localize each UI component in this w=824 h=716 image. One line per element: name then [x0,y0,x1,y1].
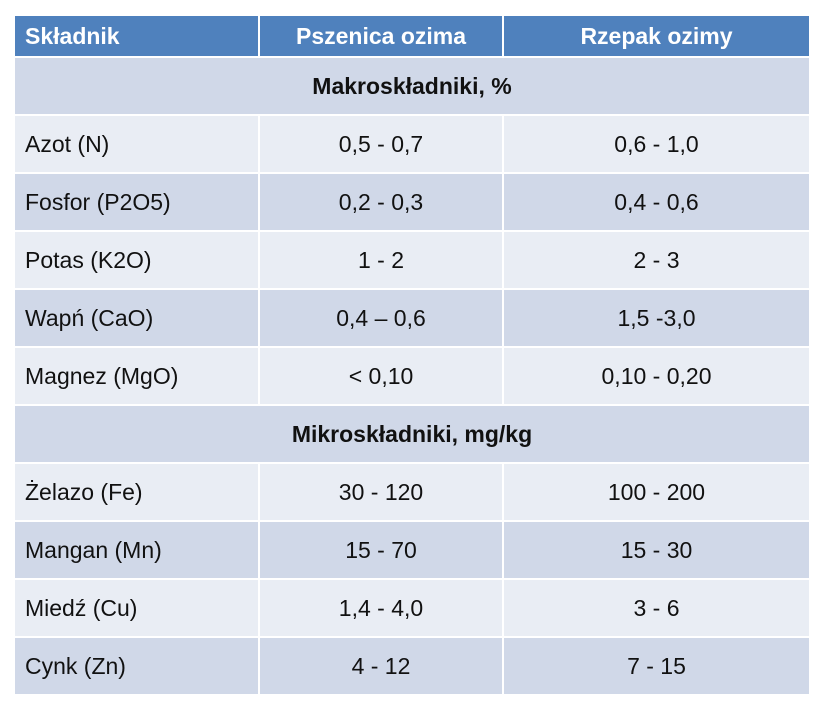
section-title: Makroskładniki, % [15,57,809,116]
nutrient-table-container: Składnik Pszenica ozima Rzepak ozimy Mak… [15,16,809,696]
table-row: Azot (N) 0,5 - 0,7 0,6 - 1,0 [15,115,809,174]
wheat-value: 1 - 2 [259,231,504,290]
rapeseed-value: 100 - 200 [503,463,809,522]
rapeseed-value: 0,10 - 0,20 [503,347,809,406]
rapeseed-value: 3 - 6 [503,579,809,638]
wheat-value: 0,5 - 0,7 [259,115,504,174]
ingredient-name: Fosfor (P2O5) [15,173,260,232]
table-header: Składnik Pszenica ozima Rzepak ozimy [15,16,809,58]
table-row: Żelazo (Fe) 30 - 120 100 - 200 [15,463,809,522]
ingredient-name: Azot (N) [15,115,260,174]
ingredient-name: Wapń (CaO) [15,289,260,348]
wheat-value: 1,4 - 4,0 [259,579,504,638]
table-row: Wapń (CaO) 0,4 – 0,6 1,5 -3,0 [15,289,809,348]
rapeseed-value: 2 - 3 [503,231,809,290]
ingredient-name: Miedź (Cu) [15,579,260,638]
ingredient-name: Potas (K2O) [15,231,260,290]
rapeseed-value: 0,4 - 0,6 [503,173,809,232]
rapeseed-value: 1,5 -3,0 [503,289,809,348]
table-row: Fosfor (P2O5) 0,2 - 0,3 0,4 - 0,6 [15,173,809,232]
header-row: Składnik Pszenica ozima Rzepak ozimy [15,16,809,58]
table-row: Miedź (Cu) 1,4 - 4,0 3 - 6 [15,579,809,638]
ingredient-name: Żelazo (Fe) [15,463,260,522]
ingredient-name: Mangan (Mn) [15,521,260,580]
wheat-value: 4 - 12 [259,637,504,696]
wheat-value: < 0,10 [259,347,504,406]
header-winter-wheat: Pszenica ozima [259,16,504,58]
header-ingredient: Składnik [15,16,260,58]
wheat-value: 30 - 120 [259,463,504,522]
section-row-micro: Mikroskładniki, mg/kg [15,405,809,464]
wheat-value: 15 - 70 [259,521,504,580]
table-body: Makroskładniki, % Azot (N) 0,5 - 0,7 0,6… [15,57,809,696]
table-row: Magnez (MgO) < 0,10 0,10 - 0,20 [15,347,809,406]
wheat-value: 0,2 - 0,3 [259,173,504,232]
header-winter-rapeseed: Rzepak ozimy [503,16,809,58]
ingredient-name: Cynk (Zn) [15,637,260,696]
ingredient-name: Magnez (MgO) [15,347,260,406]
table-row: Mangan (Mn) 15 - 70 15 - 30 [15,521,809,580]
section-title: Mikroskładniki, mg/kg [15,405,809,464]
rapeseed-value: 7 - 15 [503,637,809,696]
wheat-value: 0,4 – 0,6 [259,289,504,348]
table-row: Cynk (Zn) 4 - 12 7 - 15 [15,637,809,696]
rapeseed-value: 0,6 - 1,0 [503,115,809,174]
nutrient-table: Składnik Pszenica ozima Rzepak ozimy Mak… [15,16,809,696]
rapeseed-value: 15 - 30 [503,521,809,580]
section-row-macro: Makroskładniki, % [15,57,809,116]
table-row: Potas (K2O) 1 - 2 2 - 3 [15,231,809,290]
